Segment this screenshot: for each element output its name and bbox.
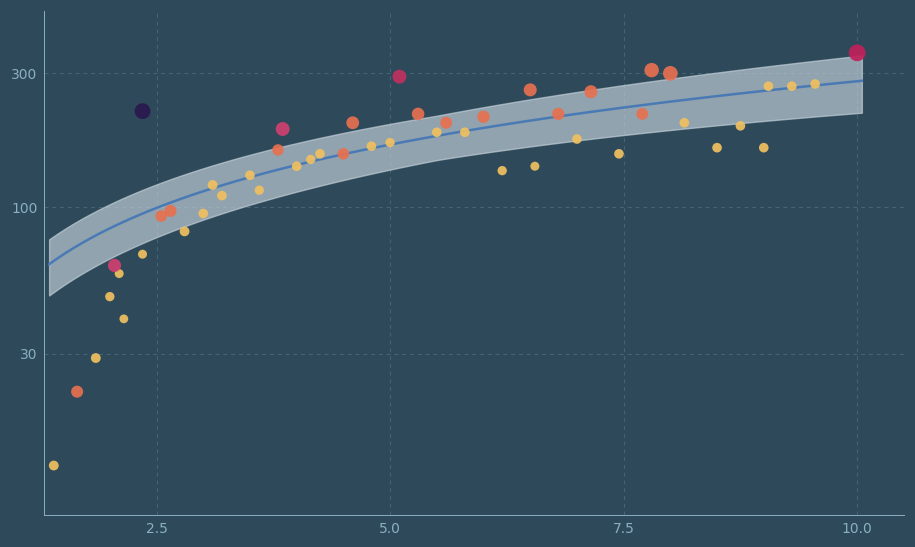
Point [135,250,150,259]
Point [808,79,823,88]
Point [275,125,290,133]
Point [644,66,659,74]
Point [112,269,126,278]
Point [850,49,865,57]
Point [178,227,192,236]
Point [757,143,771,152]
Point [116,315,131,323]
Point [439,118,454,127]
Point [47,461,61,470]
Point [584,88,598,96]
Point [242,171,257,179]
Point [196,209,210,218]
Point [252,186,266,195]
Point [528,162,543,171]
Point [495,166,510,175]
Point [102,292,117,301]
Point [89,354,103,363]
Point [313,149,328,158]
Point [271,146,285,154]
Point [393,72,407,81]
Point [345,118,360,127]
Point [135,107,150,115]
Point [570,135,585,143]
Point [733,121,748,130]
Point [289,162,304,171]
Point [154,212,168,220]
Point [663,69,678,78]
Point [551,109,565,118]
Point [411,109,425,118]
Point [635,109,650,118]
Point [429,128,444,137]
Point [458,128,472,137]
Point [761,82,776,91]
Point [784,82,799,91]
Point [163,207,178,216]
Point [364,142,379,150]
Point [205,181,220,189]
Point [336,149,350,158]
Point [304,155,318,164]
Point [107,261,122,270]
Point [215,191,230,200]
Point [382,138,397,147]
Point [677,118,692,127]
Point [710,143,725,152]
Point [476,113,490,121]
Point [522,85,537,94]
Point [70,387,84,396]
Point [611,149,626,158]
